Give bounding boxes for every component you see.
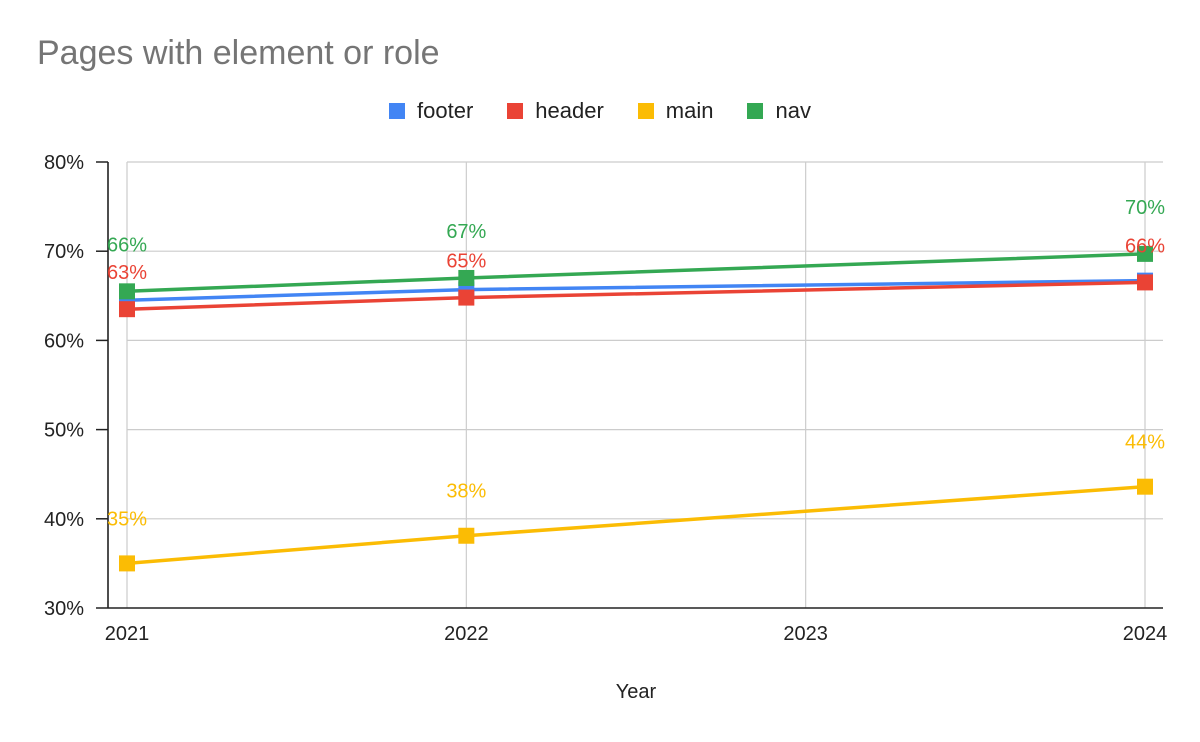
data-label-main: 44% [1125, 432, 1165, 454]
legend-label: nav [775, 98, 811, 123]
data-point-main [458, 527, 475, 544]
legend-swatch [747, 103, 764, 119]
series-points [119, 245, 1153, 572]
series-line-main [126, 484, 1146, 566]
x-tick-label: 2024 [1123, 623, 1168, 645]
data-label-header: 65% [446, 251, 486, 273]
legend-label: footer [417, 98, 474, 123]
chart-title: Pages with element or role [37, 34, 440, 72]
legend-item-nav: nav [747, 98, 811, 124]
x-tick-label: 2022 [444, 623, 489, 645]
legend: footer header main nav [0, 98, 1200, 124]
data-label-header: 63% [107, 262, 147, 284]
data-point-main [1137, 478, 1153, 495]
data-label-nav: 70% [1125, 197, 1165, 219]
legend-label: header [535, 98, 604, 123]
x-axis-title: Year [616, 681, 657, 703]
y-tick-label: 80% [44, 152, 84, 174]
grid [126, 161, 1163, 608]
data-point-header [458, 289, 475, 306]
y-tick-label: 40% [44, 509, 84, 531]
data-point-nav [1137, 245, 1153, 262]
y-tick-label: 50% [44, 420, 84, 442]
legend-item-header: header [507, 98, 604, 124]
data-labels: 63% 65% 66% 35% 38% 44% 66% 67% 70% [107, 197, 1165, 531]
legend-swatch [389, 103, 406, 119]
data-point-header [119, 301, 135, 318]
data-point-nav [119, 283, 135, 300]
y-tick-label: 70% [44, 241, 84, 263]
y-tick-label: 60% [44, 330, 84, 352]
legend-swatch [637, 103, 654, 119]
legend-item-main: main [637, 98, 714, 124]
data-point-nav [458, 269, 475, 286]
data-label-nav: 66% [107, 234, 147, 256]
y-tick-label: 30% [44, 598, 84, 620]
legend-item-footer: footer [389, 98, 473, 124]
x-tick-label: 2021 [105, 623, 150, 645]
data-label-header: 66% [1125, 235, 1165, 257]
series-lines [126, 252, 1146, 566]
data-point-header [1137, 274, 1153, 291]
x-tick-label: 2023 [783, 623, 828, 645]
series-line-footer [126, 278, 1146, 303]
legend-label: main [665, 98, 714, 123]
axes: 30% 40% 50% 60% 70% 80% 2021 2022 2023 2024 [44, 152, 1167, 645]
data-label-main: 35% [107, 508, 147, 530]
data-label-nav: 67% [446, 221, 486, 243]
data-label-main: 38% [446, 481, 486, 503]
data-point-main [119, 555, 135, 572]
legend-swatch [507, 103, 524, 119]
